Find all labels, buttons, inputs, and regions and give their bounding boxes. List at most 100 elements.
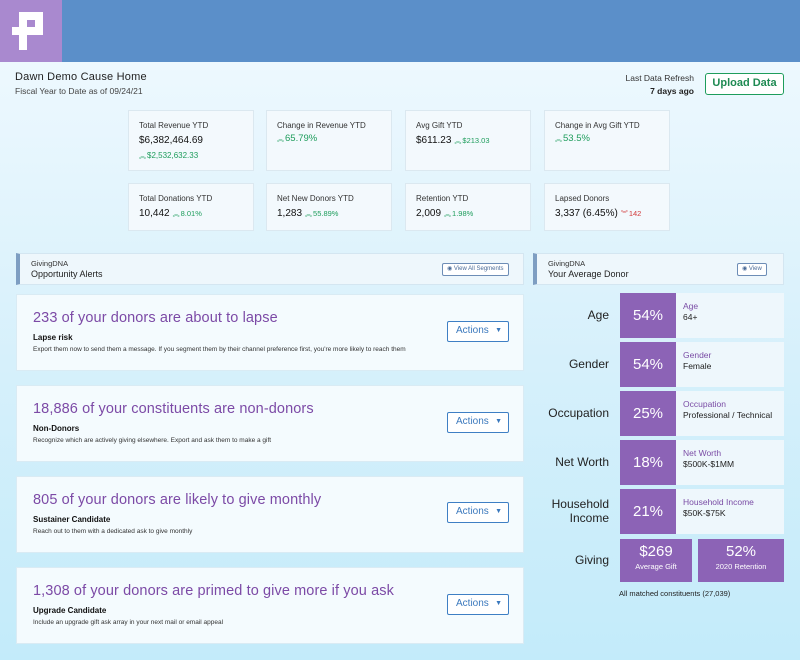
actions-dropdown-button[interactable]: Actions ▼ xyxy=(447,321,509,342)
page-subtitle: Fiscal Year to Date as of 09/24/21 xyxy=(15,86,143,96)
retention-label: 2020 Retention xyxy=(715,562,767,571)
opportunity-headline: 18,886 of your constituents are non-dono… xyxy=(33,401,314,417)
opportunity-card-non-donors: 18,886 of your constituents are non-dono… xyxy=(16,385,524,462)
opportunity-alerts-header: GivingDNA Opportunity Alerts ◉ View All … xyxy=(16,253,524,285)
double-chevron-up-icon: ︽ xyxy=(139,153,146,160)
donor-net-worth-percent: 18% xyxy=(620,440,676,485)
donor-age-detail: Age 64+ xyxy=(676,293,784,338)
detail-key: Age xyxy=(683,301,699,311)
section-kicker: GivingDNA xyxy=(31,259,69,268)
page-title: Dawn Demo Cause Home xyxy=(15,71,147,83)
last-refresh-label: Last Data Refresh xyxy=(625,73,694,83)
opportunity-name: Sustainer Candidate xyxy=(33,515,111,524)
detail-key: Net Worth xyxy=(683,448,722,458)
section-title: Opportunity Alerts xyxy=(31,269,103,279)
matched-constituents-note: All matched constituents (27,039) xyxy=(619,589,731,598)
actions-dropdown-button[interactable]: Actions ▼ xyxy=(447,412,509,433)
kpi-value: 3,337 (6.45%) ︾142 xyxy=(555,208,642,219)
kpi-delta: ︽53.5% xyxy=(555,133,590,144)
detail-value: Female xyxy=(683,361,712,371)
average-donor-header: GivingDNA Your Average Donor ◉ View xyxy=(533,253,784,285)
average-gift-label: Average Gift xyxy=(635,562,677,571)
plus-pixel-logo-icon xyxy=(12,12,43,50)
double-chevron-down-icon: ︾ xyxy=(620,211,628,218)
kpi-label: Net New Donors YTD xyxy=(277,194,354,203)
double-chevron-up-icon: ︽ xyxy=(277,136,284,143)
kpi-delta: ︽$2,532,632.33 xyxy=(139,151,199,160)
detail-value: $500K-$1MM xyxy=(683,459,735,469)
view-all-segments-button[interactable]: ◉ View All Segments xyxy=(442,263,509,276)
kpi-label: Lapsed Donors xyxy=(555,194,610,203)
opportunity-card-sustainer: 805 of your donors are likely to give mo… xyxy=(16,476,524,553)
detail-key: Gender xyxy=(683,350,712,360)
kpi-lapsed-donors: Lapsed Donors 3,337 (6.45%) ︾142 xyxy=(544,183,670,231)
detail-key: Household Income xyxy=(683,497,754,507)
kpi-label: Total Donations YTD xyxy=(139,194,213,203)
opportunity-description: Include an upgrade gift ask array in you… xyxy=(33,619,224,626)
opportunity-name: Lapse risk xyxy=(33,333,73,342)
detail-value: 64+ xyxy=(683,312,698,322)
kpi-value: 2,009 ︽1.98% xyxy=(416,208,474,219)
app-logo[interactable] xyxy=(0,0,62,62)
kpi-value: 1,283 ︽55.89% xyxy=(277,208,339,219)
top-bar xyxy=(0,0,800,62)
kpi-label: Avg Gift YTD xyxy=(416,121,463,130)
opportunity-name: Non-Donors xyxy=(33,424,80,433)
donor-row-label-giving: Giving xyxy=(574,553,609,567)
upload-data-button[interactable]: Upload Data xyxy=(705,73,784,95)
detail-value: Professional / Technical xyxy=(683,410,773,420)
opportunity-headline: 233 of your donors are about to lapse xyxy=(33,310,278,326)
opportunity-card-upgrade: 1,308 of your donors are primed to give … xyxy=(16,567,524,644)
actions-dropdown-button[interactable]: Actions ▼ xyxy=(447,594,509,615)
average-gift-value: $269 xyxy=(639,543,673,560)
double-chevron-up-icon: ︽ xyxy=(555,136,562,143)
kpi-change-revenue: Change in Revenue YTD ︽65.79% xyxy=(266,110,392,171)
double-chevron-up-icon: ︽ xyxy=(305,211,313,218)
double-chevron-up-icon: ︽ xyxy=(172,211,180,218)
eye-icon: ◉ xyxy=(742,266,748,272)
opportunity-card-lapse: 233 of your donors are about to lapse La… xyxy=(16,294,524,371)
opportunity-headline: 1,308 of your donors are primed to give … xyxy=(33,583,394,599)
kpi-total-revenue: Total Revenue YTD $6,382,464.69 ︽$2,532,… xyxy=(128,110,254,171)
kpi-label: Retention YTD xyxy=(416,194,469,203)
kpi-change-avg-gift: Change in Avg Gift YTD ︽53.5% xyxy=(544,110,670,171)
opportunity-description: Reach out to them with a dedicated ask t… xyxy=(33,528,193,535)
kpi-avg-gift: Avg Gift YTD $611.23 ︽$213.03 xyxy=(405,110,531,171)
donor-household-income-detail: Household Income $50K-$75K xyxy=(676,489,784,534)
donor-row-label-age: Age xyxy=(587,308,609,322)
opportunity-headline: 805 of your donors are likely to give mo… xyxy=(33,492,322,508)
detail-value: $50K-$75K xyxy=(683,508,726,518)
kpi-label: Total Revenue YTD xyxy=(139,121,209,130)
donor-occupation-detail: Occupation Professional / Technical xyxy=(676,391,784,436)
opportunity-description: Recognize which are actively giving else… xyxy=(33,437,272,444)
caret-down-icon: ▼ xyxy=(495,508,502,515)
kpi-total-donations: Total Donations YTD 10,442 ︽8.01% xyxy=(128,183,254,231)
caret-down-icon: ▼ xyxy=(495,327,502,334)
opportunity-description: Export them now to send them a message. … xyxy=(33,346,406,353)
retention-box: 52% 2020 Retention xyxy=(698,539,784,582)
donor-gender-percent: 54% xyxy=(620,342,676,387)
caret-down-icon: ▼ xyxy=(495,600,502,607)
last-refresh-value: 7 days ago xyxy=(650,86,694,96)
double-chevron-up-icon: ︽ xyxy=(444,211,452,218)
average-gift-box: $269 Average Gift xyxy=(620,539,692,582)
view-average-donor-button[interactable]: ◉ View xyxy=(737,263,767,276)
donor-gender-detail: Gender Female xyxy=(676,342,784,387)
kpi-label: Change in Avg Gift YTD xyxy=(555,121,640,130)
kpi-value: $611.23 ︽$213.03 xyxy=(416,135,490,146)
kpi-value: 10,442 ︽8.01% xyxy=(139,208,202,219)
donor-row-label-gender: Gender xyxy=(568,357,609,371)
actions-dropdown-button[interactable]: Actions ▼ xyxy=(447,502,509,523)
opportunity-name: Upgrade Candidate xyxy=(33,606,107,615)
kpi-value: $6,382,464.69 xyxy=(139,135,203,146)
donor-occupation-percent: 25% xyxy=(620,391,676,436)
kpi-delta: ︽65.79% xyxy=(277,133,318,144)
retention-value: 52% xyxy=(725,543,757,560)
donor-row-label-net-worth: Net Worth xyxy=(555,455,609,469)
donor-row-label-occupation: Occupation xyxy=(548,406,609,420)
kpi-net-new-donors: Net New Donors YTD 1,283 ︽55.89% xyxy=(266,183,392,231)
donor-row-label-household-income: Household Income xyxy=(551,497,609,525)
eye-icon: ◉ xyxy=(447,266,453,272)
donor-age-percent: 54% xyxy=(620,293,676,338)
donor-household-income-percent: 21% xyxy=(620,489,676,534)
